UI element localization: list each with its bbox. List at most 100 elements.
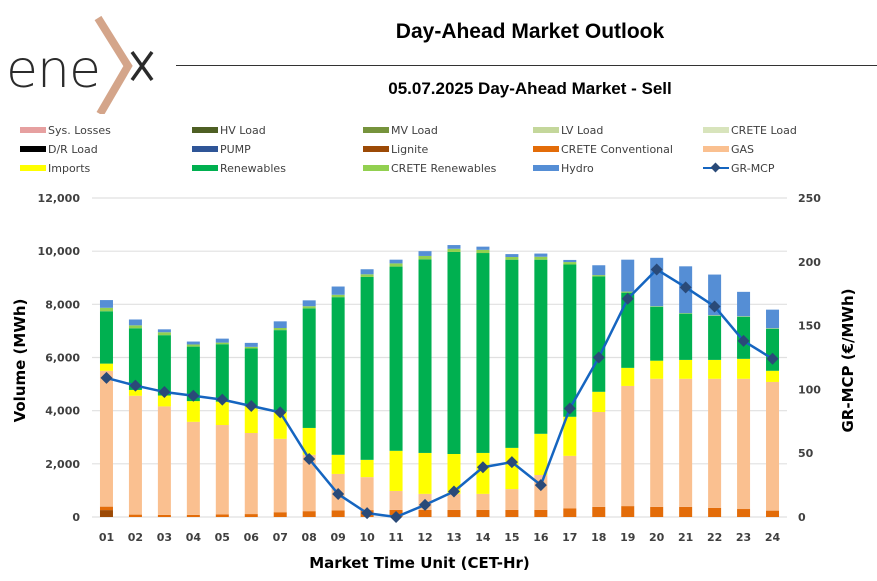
- marker-gr-mcp-05: [216, 393, 229, 406]
- legend-label: Lignite: [391, 142, 429, 156]
- bar-segment-crete-conventional-19: [621, 506, 635, 517]
- x-tick-label: 18: [591, 531, 606, 544]
- bar-segment-crete-conventional-23: [737, 509, 751, 517]
- bar-segment-crete-conventional-04: [186, 514, 200, 517]
- marker-gr-mcp-10: [361, 507, 374, 520]
- bar-segment-crete-conventional-10: [360, 510, 374, 517]
- legend-label: PUMP: [220, 142, 251, 156]
- enex-logo: ene: [4, 14, 164, 114]
- bar-segment-crete-renewables-08: [302, 306, 316, 309]
- marker-gr-mcp-14: [476, 461, 489, 474]
- bar-segment-hydro-06: [244, 342, 258, 347]
- y2-tick-label: 250: [798, 192, 821, 205]
- bar-segment-renewables-17: [563, 264, 577, 417]
- bar-segment-renewables-07: [273, 330, 287, 412]
- bar-segment-imports-15: [505, 447, 519, 490]
- bar-segment-crete-renewables-02: [128, 325, 142, 329]
- marker-gr-mcp-02: [129, 379, 142, 392]
- bar-segment-crete-conventional-01: [99, 506, 113, 511]
- bar-segment-hydro-10: [360, 269, 374, 275]
- bar-segment-crete-renewables-18: [592, 275, 606, 277]
- bar-segment-gas-19: [621, 385, 635, 507]
- bar-segment-hydro-17: [563, 259, 577, 263]
- x-axis-title: Market Time Unit (CET-Hr): [309, 554, 530, 572]
- bar-segment-imports-16: [534, 433, 548, 475]
- legend-swatch: [533, 127, 559, 133]
- bar-segment-gas-23: [737, 378, 751, 510]
- bar-segment-imports-13: [447, 453, 461, 494]
- marker-gr-mcp-09: [332, 488, 345, 501]
- legend-label: CRETE Conventional: [561, 142, 673, 156]
- bar-segment-hydro-09: [331, 286, 345, 295]
- bar-segment-imports-23: [737, 358, 751, 379]
- bar-segment-gas-01: [99, 370, 113, 507]
- x-tick-label: 02: [128, 531, 143, 544]
- bar-segment-gas-12: [418, 493, 432, 510]
- bar-segment-crete-conventional-08: [302, 511, 316, 517]
- bar-segment-lignite-01: [99, 510, 113, 517]
- bar-segment-crete-renewables-23: [737, 316, 751, 317]
- marker-gr-mcp-16: [534, 479, 547, 492]
- bar-segment-imports-20: [650, 360, 664, 379]
- y2-axis-title: GR-MCP (€/MWh): [839, 288, 857, 432]
- bar-segment-crete-renewables-24: [766, 328, 780, 329]
- bar-segment-renewables-04: [186, 346, 200, 402]
- bar-segment-hydro-18: [592, 265, 606, 276]
- bar-segment-gas-22: [708, 378, 722, 508]
- legend-swatch: [703, 127, 729, 133]
- bar-segment-gas-15: [505, 489, 519, 510]
- bar-segment-renewables-11: [389, 266, 403, 451]
- bar-segment-crete-conventional-22: [708, 507, 722, 517]
- y-tick-label: 8,000: [45, 298, 80, 311]
- chart-subtitle: 05.07.2025 Day-Ahead Market - Sell: [388, 79, 672, 98]
- bar-segment-crete-renewables-04: [186, 344, 200, 347]
- bar-segment-hydro-22: [708, 274, 722, 316]
- bar-segment-crete-renewables-03: [157, 332, 171, 336]
- x-tick-label: 12: [417, 531, 432, 544]
- y-tick-label: 4,000: [45, 405, 80, 418]
- bar-segment-hydro-05: [215, 338, 229, 343]
- marker-gr-mcp-13: [447, 485, 460, 498]
- bar-segment-crete-renewables-15: [505, 257, 519, 260]
- legend-item-crete-conventional: CRETE Conventional: [533, 142, 673, 156]
- marker-gr-mcp-20: [650, 263, 663, 276]
- bar-segment-imports-02: [128, 389, 142, 396]
- x-tick-label: 16: [533, 531, 549, 544]
- bar-segment-imports-17: [563, 416, 577, 456]
- y-tick-label: 6,000: [45, 352, 80, 365]
- legend-label: D/R Load: [48, 142, 98, 156]
- bar-segment-gas-17: [563, 455, 577, 509]
- bar-segment-hydro-21: [679, 266, 693, 314]
- title-divider: [176, 65, 877, 66]
- legend-swatch: [363, 127, 389, 133]
- marker-gr-mcp-12: [419, 498, 432, 511]
- marker-gr-mcp-15: [505, 456, 518, 469]
- legend-item-gr-mcp: GR-MCP: [703, 161, 775, 175]
- bar-segment-hydro-24: [766, 309, 780, 329]
- bar-segment-imports-18: [592, 391, 606, 412]
- bar-segment-crete-renewables-01: [99, 307, 113, 312]
- legend-swatch: [20, 165, 46, 171]
- logo-chevron-icon: [94, 15, 154, 114]
- bar-segment-hydro-03: [157, 329, 171, 333]
- x-tick-label: 01: [99, 531, 114, 544]
- legend-label: HV Load: [220, 123, 266, 137]
- bar-segment-crete-renewables-17: [563, 262, 577, 265]
- marker-gr-mcp-11: [390, 511, 403, 523]
- bar-segment-gas-20: [650, 378, 664, 507]
- bar-segment-gas-07: [273, 438, 287, 513]
- x-tick-label: 04: [186, 531, 202, 544]
- bar-segment-gas-24: [766, 381, 780, 511]
- bar-segment-imports-24: [766, 370, 780, 382]
- bar-segment-imports-05: [215, 401, 229, 426]
- bar-segment-hydro-11: [389, 259, 403, 264]
- bar-segment-gas-14: [476, 493, 490, 510]
- bar-segment-crete-conventional-18: [592, 506, 606, 517]
- x-tick-label: 22: [707, 531, 722, 544]
- legend-item-renewables: Renewables: [192, 161, 286, 175]
- legend-item-sys-losses: Sys. Losses: [20, 123, 111, 137]
- x-tick-label: 11: [388, 531, 403, 544]
- legend-line-marker-icon: [703, 161, 729, 175]
- bar-segment-renewables-22: [708, 315, 722, 360]
- bar-segment-imports-10: [360, 459, 374, 478]
